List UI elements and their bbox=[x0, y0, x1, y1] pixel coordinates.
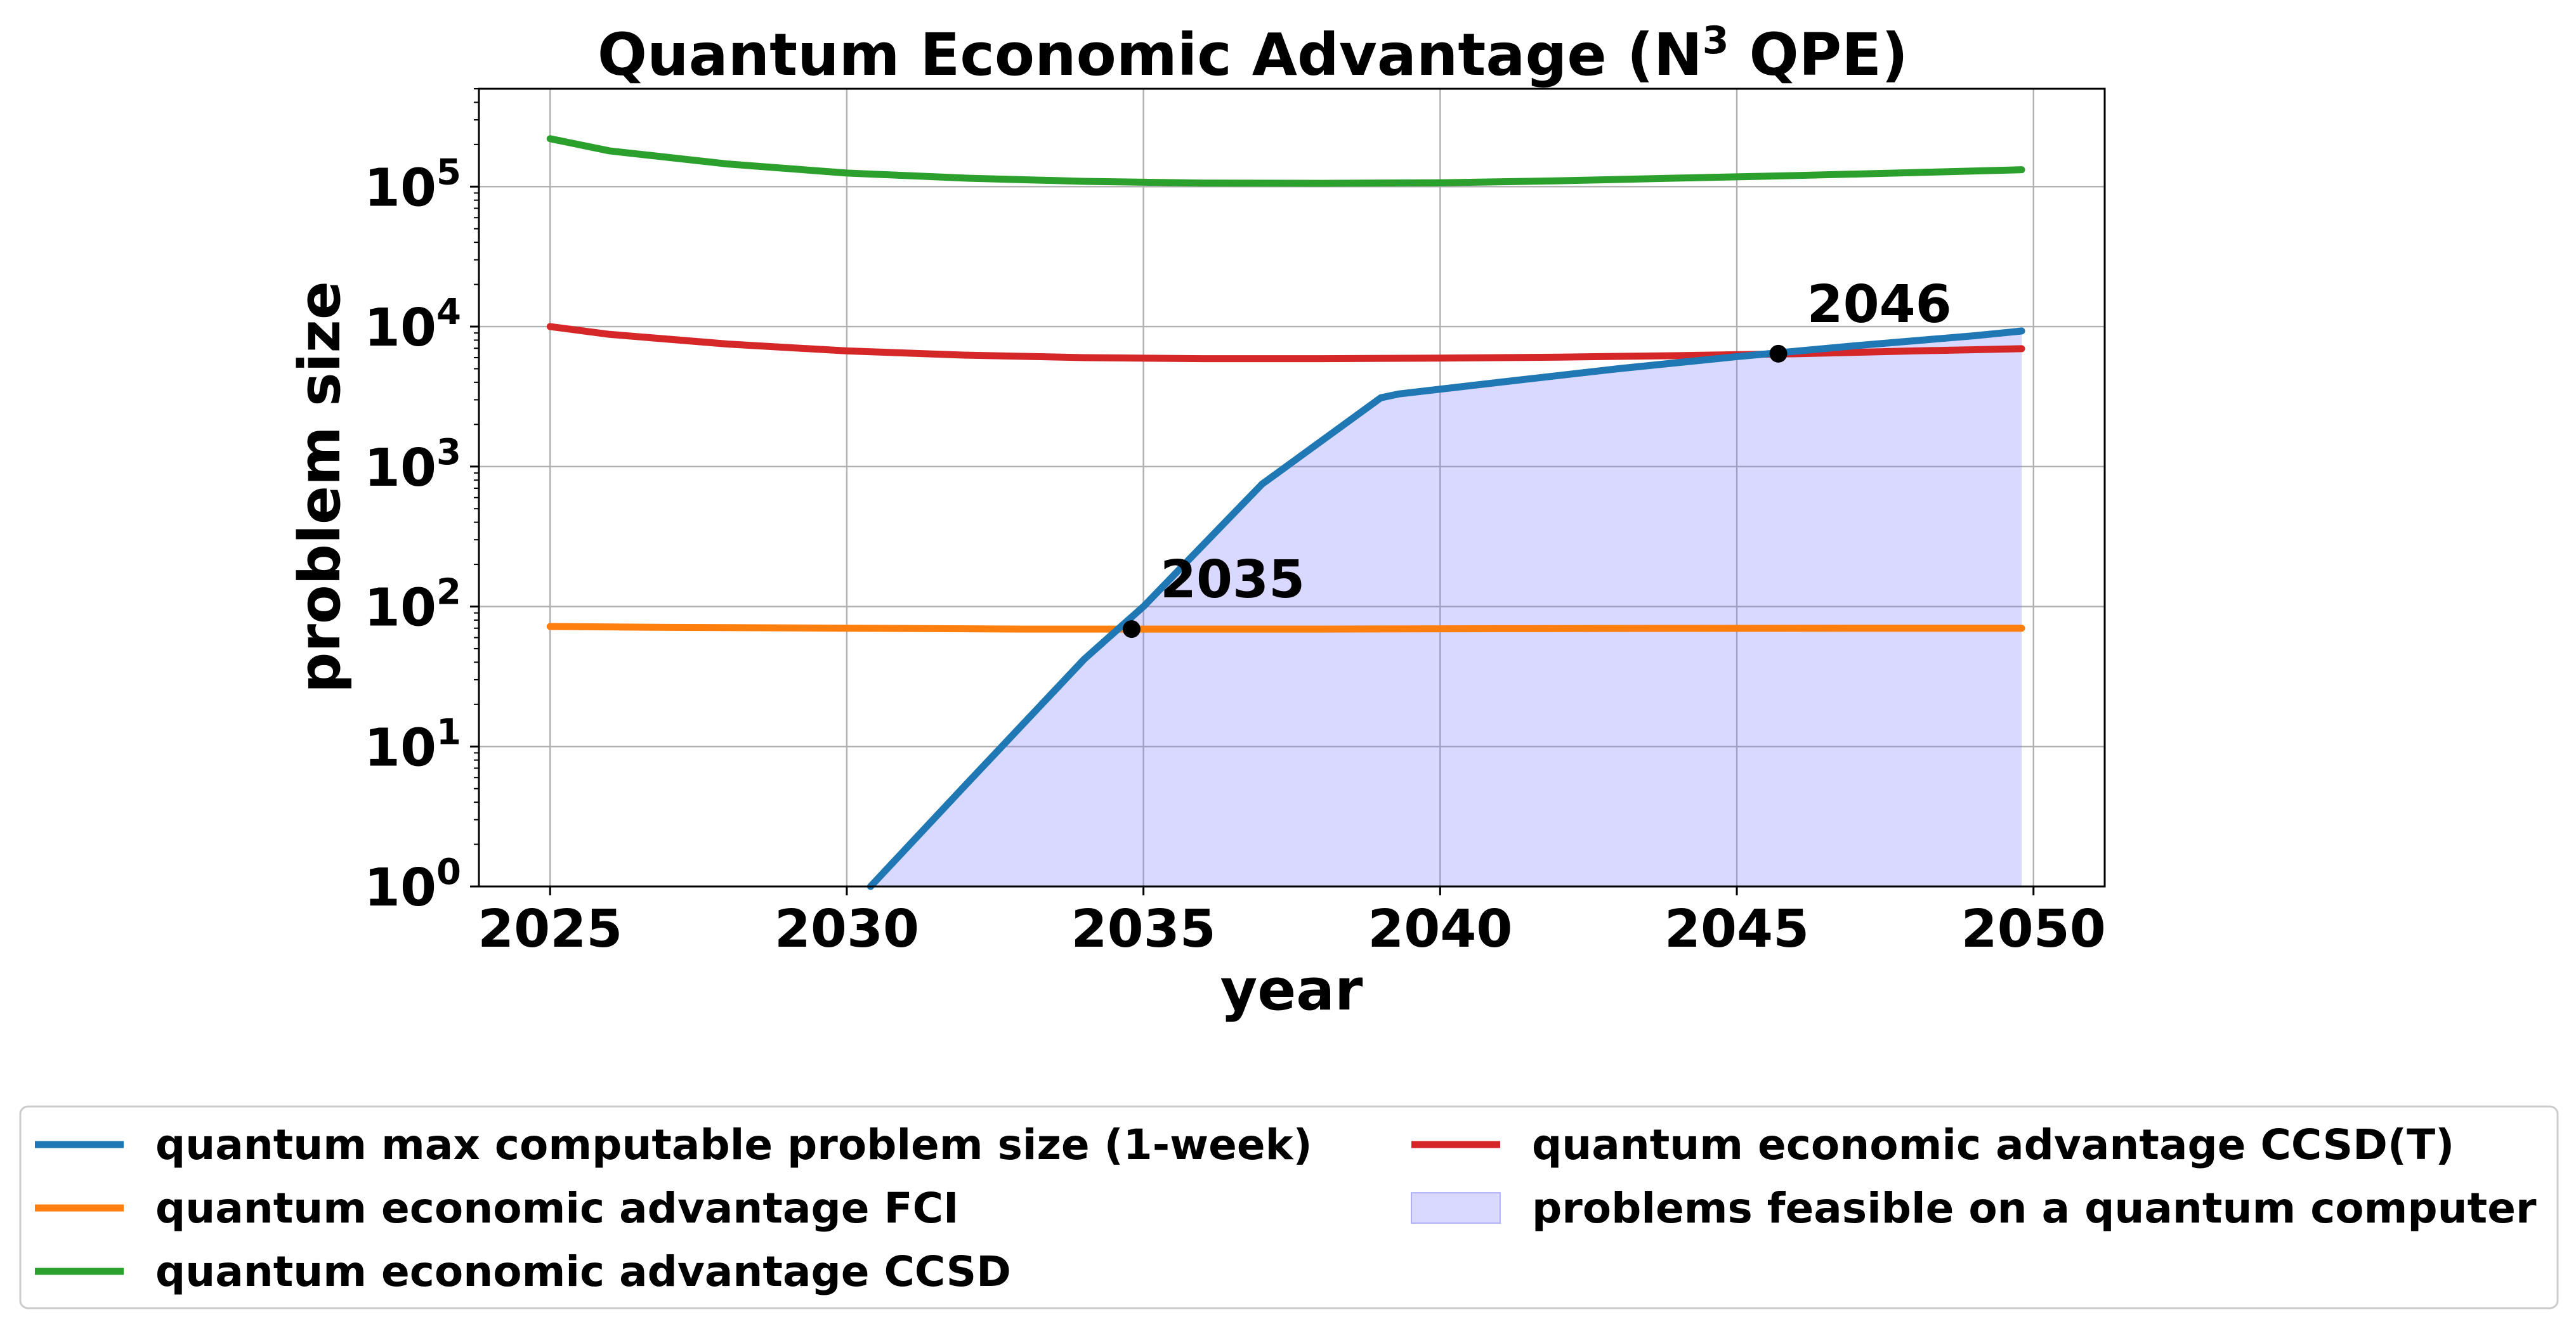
legend-label-ccsdt: quantum economic advantage CCSD(T) bbox=[1532, 1120, 2454, 1169]
x-tick-label: 2025 bbox=[478, 899, 622, 959]
chart-title: Quantum Economic Advantage (N3 QPE) bbox=[598, 18, 1908, 89]
intersection-marker bbox=[1769, 344, 1788, 363]
x-axis-label: year bbox=[1220, 957, 1363, 1023]
annotation-label: 2046 bbox=[1807, 275, 1952, 335]
intersection-markers: 2035 2046 bbox=[1122, 275, 1952, 639]
legend-box bbox=[19, 1105, 2559, 1309]
y-tick-label: 100 bbox=[364, 852, 461, 918]
y-tick-label: 105 bbox=[364, 152, 461, 218]
x-tick-label: 2030 bbox=[775, 899, 919, 959]
x-tick-label: 2045 bbox=[1664, 899, 1809, 959]
y-axis-label: problem size bbox=[287, 281, 353, 693]
series-line-qmax bbox=[866, 327, 2025, 890]
x-tick-label: 2050 bbox=[1961, 899, 2106, 959]
axis-ticks: 2025 2030 2035 2040 2045 2050 100 101 102 103 104 1… bbox=[364, 88, 2106, 959]
legend-label-ccsd: quantum economic advantage CCSD bbox=[155, 1247, 1011, 1296]
y-tick-label: 103 bbox=[364, 432, 461, 498]
y-tick-label: 104 bbox=[364, 292, 461, 358]
legend-label-qmax: quantum max computable problem size (1-w… bbox=[155, 1120, 1312, 1169]
chart-title-suffix: QPE) bbox=[1729, 21, 1909, 89]
legend-label-fci: quantum economic advantage FCI bbox=[155, 1184, 959, 1233]
legend-label-fill: problems feasible on a quantum computer bbox=[1532, 1184, 2537, 1233]
chart-title-main: Quantum Economic Advantage (N bbox=[598, 21, 1703, 89]
annotation-label: 2035 bbox=[1160, 550, 1305, 610]
feasible-region bbox=[870, 330, 2022, 886]
series-line-ccsd bbox=[546, 135, 2025, 187]
x-tick-label: 2040 bbox=[1368, 899, 1512, 959]
series-line-fci bbox=[546, 623, 2025, 633]
y-tick-label: 102 bbox=[364, 572, 461, 639]
y-tick-label: 101 bbox=[364, 711, 461, 778]
feasible-region-area bbox=[870, 330, 2022, 886]
legend-swatch-feasible bbox=[1411, 1192, 1501, 1224]
legend: quantum max computable problem size (1-w… bbox=[19, 1105, 2559, 1309]
chart-title-superscript: 3 bbox=[1703, 18, 1729, 63]
intersection-marker bbox=[1122, 620, 1141, 639]
x-tick-label: 2035 bbox=[1071, 899, 1216, 959]
